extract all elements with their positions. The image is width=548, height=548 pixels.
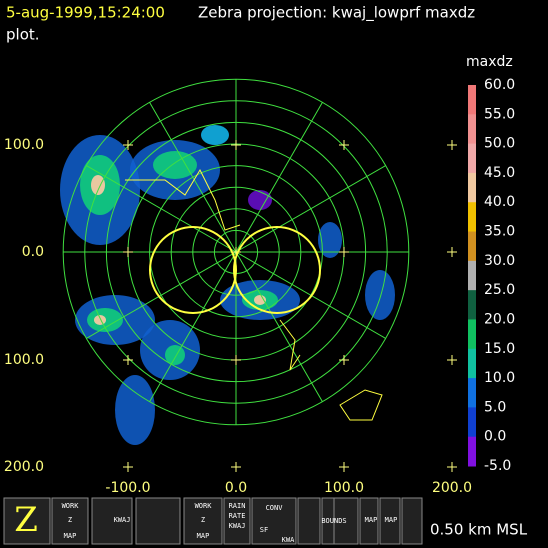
colorbar-swatch bbox=[468, 202, 476, 233]
x-label: 0.0 bbox=[225, 480, 247, 496]
timestamp: 5-aug-1999,15:24:00 bbox=[6, 4, 165, 22]
axis-labels: 100.0 0.0 100.0 200.0 -100.0 0.0 100.0 200.0 bbox=[4, 137, 472, 496]
grid-cross bbox=[231, 462, 241, 472]
colorbar-label: 25.0 bbox=[484, 282, 515, 298]
tool-button[interactable] bbox=[223, 497, 251, 545]
button-label: KWAJ bbox=[229, 522, 246, 530]
tool-button[interactable] bbox=[251, 497, 297, 545]
colorbar-swatch bbox=[468, 407, 476, 438]
button-label: CONV bbox=[266, 504, 284, 512]
colorbar-swatch bbox=[468, 319, 476, 350]
tool-button[interactable] bbox=[51, 497, 89, 545]
button-label: RATE bbox=[229, 512, 246, 520]
azimuth-line bbox=[86, 165, 237, 253]
button-label: KWA bbox=[282, 536, 295, 544]
x-label: 200.0 bbox=[432, 480, 472, 496]
colorbar-swatch bbox=[468, 348, 476, 379]
grid-cross bbox=[447, 247, 457, 257]
tool-button[interactable] bbox=[379, 497, 401, 545]
colorbar-label: 40.0 bbox=[484, 194, 515, 210]
button-label: SF bbox=[260, 526, 268, 534]
colorbar-label: 55.0 bbox=[484, 106, 515, 122]
colorbar-swatch bbox=[468, 85, 476, 115]
colorbar-label: 60.0 bbox=[484, 77, 515, 93]
button-label: Z bbox=[201, 516, 205, 524]
grid-cross bbox=[447, 140, 457, 150]
colorbar-label: 35.0 bbox=[484, 224, 515, 240]
grid-cross bbox=[231, 140, 241, 150]
colorbar-swatch bbox=[468, 172, 476, 203]
button-label: MAP bbox=[385, 516, 398, 524]
grid-cross bbox=[123, 247, 133, 257]
colorbar-label: 20.0 bbox=[484, 311, 515, 327]
button-label: Z bbox=[68, 516, 72, 524]
azimuth-line bbox=[235, 251, 323, 402]
tool-button[interactable] bbox=[91, 497, 133, 545]
x-label: -100.0 bbox=[105, 480, 150, 496]
colorbar-swatch bbox=[468, 231, 476, 262]
tool-button[interactable] bbox=[333, 497, 359, 545]
tool-button[interactable] bbox=[183, 497, 223, 545]
grid-cross bbox=[123, 355, 133, 365]
colorbar-title: maxdz bbox=[466, 54, 513, 70]
colorbar-label: 45.0 bbox=[484, 165, 515, 181]
grid-cross bbox=[447, 462, 457, 472]
colorbar-swatch bbox=[468, 436, 476, 467]
azimuth-line bbox=[235, 102, 323, 253]
grid-cross bbox=[231, 355, 241, 365]
grid-cross bbox=[123, 140, 133, 150]
grid-cross bbox=[447, 355, 457, 365]
tool-button[interactable] bbox=[401, 497, 423, 545]
overlays bbox=[125, 168, 383, 421]
y-label: 100.0 bbox=[4, 352, 44, 368]
tool-button[interactable] bbox=[297, 497, 321, 545]
colorbar-label: 0.0 bbox=[484, 429, 506, 445]
colorbar-swatch bbox=[468, 114, 476, 145]
colorbar-swatch bbox=[468, 143, 476, 174]
colorbar-swatch bbox=[468, 260, 476, 291]
grid-cross bbox=[339, 462, 349, 472]
subtitle: plot. bbox=[6, 26, 40, 44]
tool-button[interactable] bbox=[359, 497, 379, 545]
colorbar-label: 5.0 bbox=[484, 399, 506, 415]
colorbar-label: 10.0 bbox=[484, 370, 515, 386]
button-label: WORK bbox=[62, 502, 80, 510]
colorbar-swatch bbox=[468, 378, 476, 408]
azimuth-line bbox=[149, 102, 237, 253]
button-label: WORK bbox=[195, 502, 213, 510]
azimuth-line bbox=[235, 165, 386, 253]
button-label: MAP bbox=[64, 532, 77, 540]
colorbar: 60.0 55.0 50.0 45.0 40.0 35.0 30.0 25.0 20.0 15.0… bbox=[468, 77, 515, 474]
button-label: MAP bbox=[197, 532, 210, 540]
toolbar: Z WORK Z MAP KWAJ WORK Z MAP RAIN RATE KWAJ CONV SF K… bbox=[0, 494, 548, 548]
button-label: KWAJ bbox=[114, 516, 131, 524]
colorbar-swatch bbox=[468, 290, 476, 320]
tool-button[interactable] bbox=[3, 497, 51, 545]
y-label: 100.0 bbox=[4, 137, 44, 153]
altitude: 0.50 km MSL bbox=[430, 521, 528, 539]
colorbar-label: 15.0 bbox=[484, 341, 515, 357]
grid-cross bbox=[123, 462, 133, 472]
z-icon: Z bbox=[14, 500, 38, 540]
grid-cross bbox=[339, 140, 349, 150]
colorbar-label: 30.0 bbox=[484, 253, 515, 269]
grid-cross bbox=[339, 355, 349, 365]
colorbar-label: 50.0 bbox=[484, 136, 515, 152]
azimuth-line bbox=[86, 251, 237, 339]
grid-cross bbox=[339, 247, 349, 257]
title: Zebra projection: kwaj_lowprf maxdz bbox=[198, 4, 475, 23]
button-label: BOUNDS bbox=[321, 517, 346, 525]
button-label: MAP bbox=[365, 516, 378, 524]
y-label: 200.0 bbox=[4, 459, 44, 475]
button-label: RAIN bbox=[229, 502, 246, 510]
azimuth-line bbox=[149, 251, 237, 402]
y-label: 0.0 bbox=[22, 244, 44, 260]
colorbar-label: -5.0 bbox=[484, 458, 511, 474]
x-label: 100.0 bbox=[324, 480, 364, 496]
tool-button[interactable] bbox=[135, 497, 181, 545]
